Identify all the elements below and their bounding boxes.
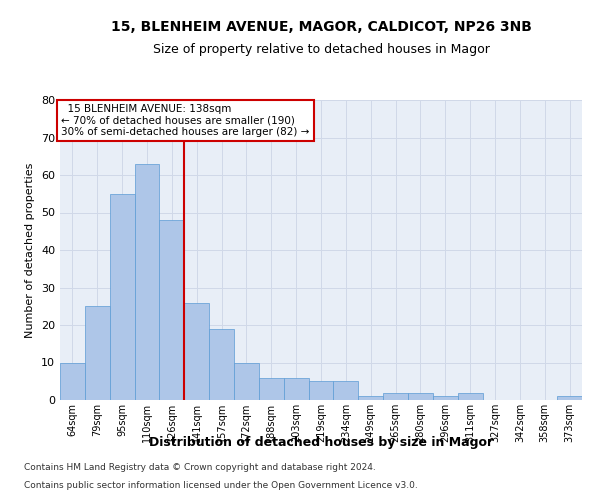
Bar (334, 381, 358, 400)
Bar (110, 194, 134, 400)
Bar (557, 396, 582, 400)
Text: Distribution of detached houses by size in Magor: Distribution of detached houses by size … (149, 436, 493, 449)
Bar (234, 362, 259, 400)
Text: 15, BLENHEIM AVENUE, MAGOR, CALDICOT, NP26 3NB: 15, BLENHEIM AVENUE, MAGOR, CALDICOT, NP… (110, 20, 532, 34)
Text: 15 BLENHEIM AVENUE: 138sqm
← 70% of detached houses are smaller (190)
30% of sem: 15 BLENHEIM AVENUE: 138sqm ← 70% of deta… (61, 104, 310, 137)
Y-axis label: Number of detached properties: Number of detached properties (25, 162, 35, 338)
Bar (308, 381, 334, 400)
Bar (284, 378, 308, 400)
Text: Contains HM Land Registry data © Crown copyright and database right 2024.: Contains HM Land Registry data © Crown c… (24, 464, 376, 472)
Bar (134, 164, 160, 400)
Text: Size of property relative to detached houses in Magor: Size of property relative to detached ho… (152, 42, 490, 56)
Bar (383, 392, 408, 400)
Bar (85, 306, 110, 400)
Bar (433, 396, 458, 400)
Bar (408, 392, 433, 400)
Bar (259, 378, 284, 400)
Text: Contains public sector information licensed under the Open Government Licence v3: Contains public sector information licen… (24, 481, 418, 490)
Bar (184, 302, 209, 400)
Bar (160, 220, 184, 400)
Bar (60, 362, 85, 400)
Bar (209, 329, 234, 400)
Bar (358, 396, 383, 400)
Bar (458, 392, 482, 400)
